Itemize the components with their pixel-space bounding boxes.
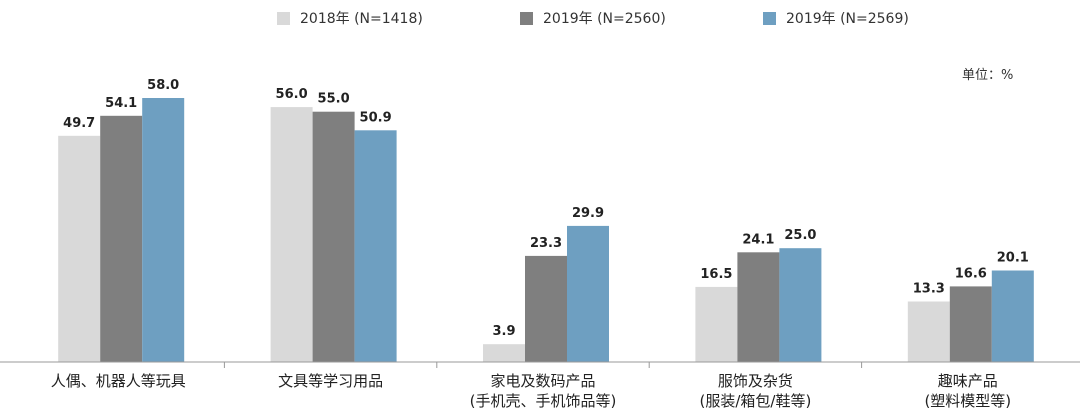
bars-group [58, 98, 1034, 362]
value-label-series1-cat4: 16.6 [955, 266, 987, 281]
bar-series0-cat0 [58, 135, 101, 362]
category-label-4-line1: (塑料模型等) [924, 392, 1011, 410]
legend-item-2018: 2018年 (N=1418) [277, 8, 423, 28]
bar-series2-cat3 [779, 248, 822, 362]
category-label-3-line0: 服饰及杂货 [718, 372, 793, 390]
legend-label-2019-a: 2019年 (N=2560) [543, 11, 666, 27]
legend-item-2019-a: 2019年 (N=2560) [520, 8, 666, 28]
value-label-series2-cat2: 29.9 [572, 206, 604, 221]
value-labels-group: 49.7 54.1 58.0 56.0 55.0 50.9 3.9 23.3 29.9 16.5 2… [63, 78, 1029, 339]
value-label-series2-cat4: 20.1 [997, 251, 1029, 266]
legend: 2018年 (N=1418) 2019年 (N=2560) 2019年 (N=2… [0, 8, 1080, 30]
legend-label-2019-b: 2019年 (N=2569) [786, 11, 909, 27]
bar-series1-cat1 [312, 111, 355, 362]
value-label-series0-cat1: 56.0 [276, 87, 308, 102]
x-ticks-group [223, 362, 863, 368]
bar-series0-cat1 [270, 107, 313, 362]
value-label-series1-cat2: 23.3 [530, 236, 562, 251]
category-label-3-line1: (服装/箱包/鞋等) [699, 392, 811, 410]
bar-series0-cat3 [695, 286, 738, 362]
bar-series2-cat0 [142, 98, 185, 362]
bar-series2-cat2 [567, 225, 609, 362]
bar-series2-cat1 [354, 130, 397, 362]
unit-label: 单位：% [962, 68, 1014, 83]
category-label-0-line0: 人偶、机器人等玩具 [51, 372, 186, 390]
legend-label-2018: 2018年 (N=1418) [300, 11, 423, 27]
value-label-series1-cat1: 55.0 [318, 92, 350, 107]
category-label-2-line1: (手机壳、手机饰品等) [470, 392, 617, 410]
value-label-series0-cat3: 16.5 [700, 267, 732, 282]
category-label-1-line0: 文具等学习用品 [278, 372, 383, 390]
value-label-series0-cat4: 13.3 [913, 282, 945, 297]
legend-swatch-2019-a [520, 11, 533, 25]
value-label-series2-cat1: 50.9 [360, 110, 392, 125]
bar-series1-cat3 [737, 252, 780, 362]
value-label-series0-cat2: 3.9 [492, 324, 515, 339]
bar-series1-cat0 [100, 115, 143, 362]
legend-swatch-2019-b [763, 11, 776, 25]
legend-item-2019-b: 2019年 (N=2569) [763, 8, 909, 28]
bar-series0-cat2 [483, 344, 525, 362]
legend-swatch-2018 [277, 11, 290, 25]
value-label-series1-cat0: 54.1 [105, 96, 137, 111]
category-label-4-line0: 趣味产品 [938, 372, 998, 390]
value-label-series2-cat3: 25.0 [784, 228, 816, 243]
bar-series1-cat2 [525, 255, 567, 362]
category-labels-group: 人偶、机器人等玩具 文具等学习用品 家电及数码产品 (手机壳、手机饰品等) 服饰及杂货 (… [51, 372, 1011, 410]
bar-series2-cat4 [991, 270, 1034, 362]
category-label-2-line0: 家电及数码产品 [490, 372, 595, 390]
bar-series1-cat4 [949, 286, 992, 362]
value-label-series2-cat0: 58.0 [147, 78, 179, 93]
value-label-series0-cat0: 49.7 [63, 116, 95, 131]
value-label-series1-cat3: 24.1 [742, 232, 774, 247]
bar-series0-cat4 [907, 301, 950, 362]
